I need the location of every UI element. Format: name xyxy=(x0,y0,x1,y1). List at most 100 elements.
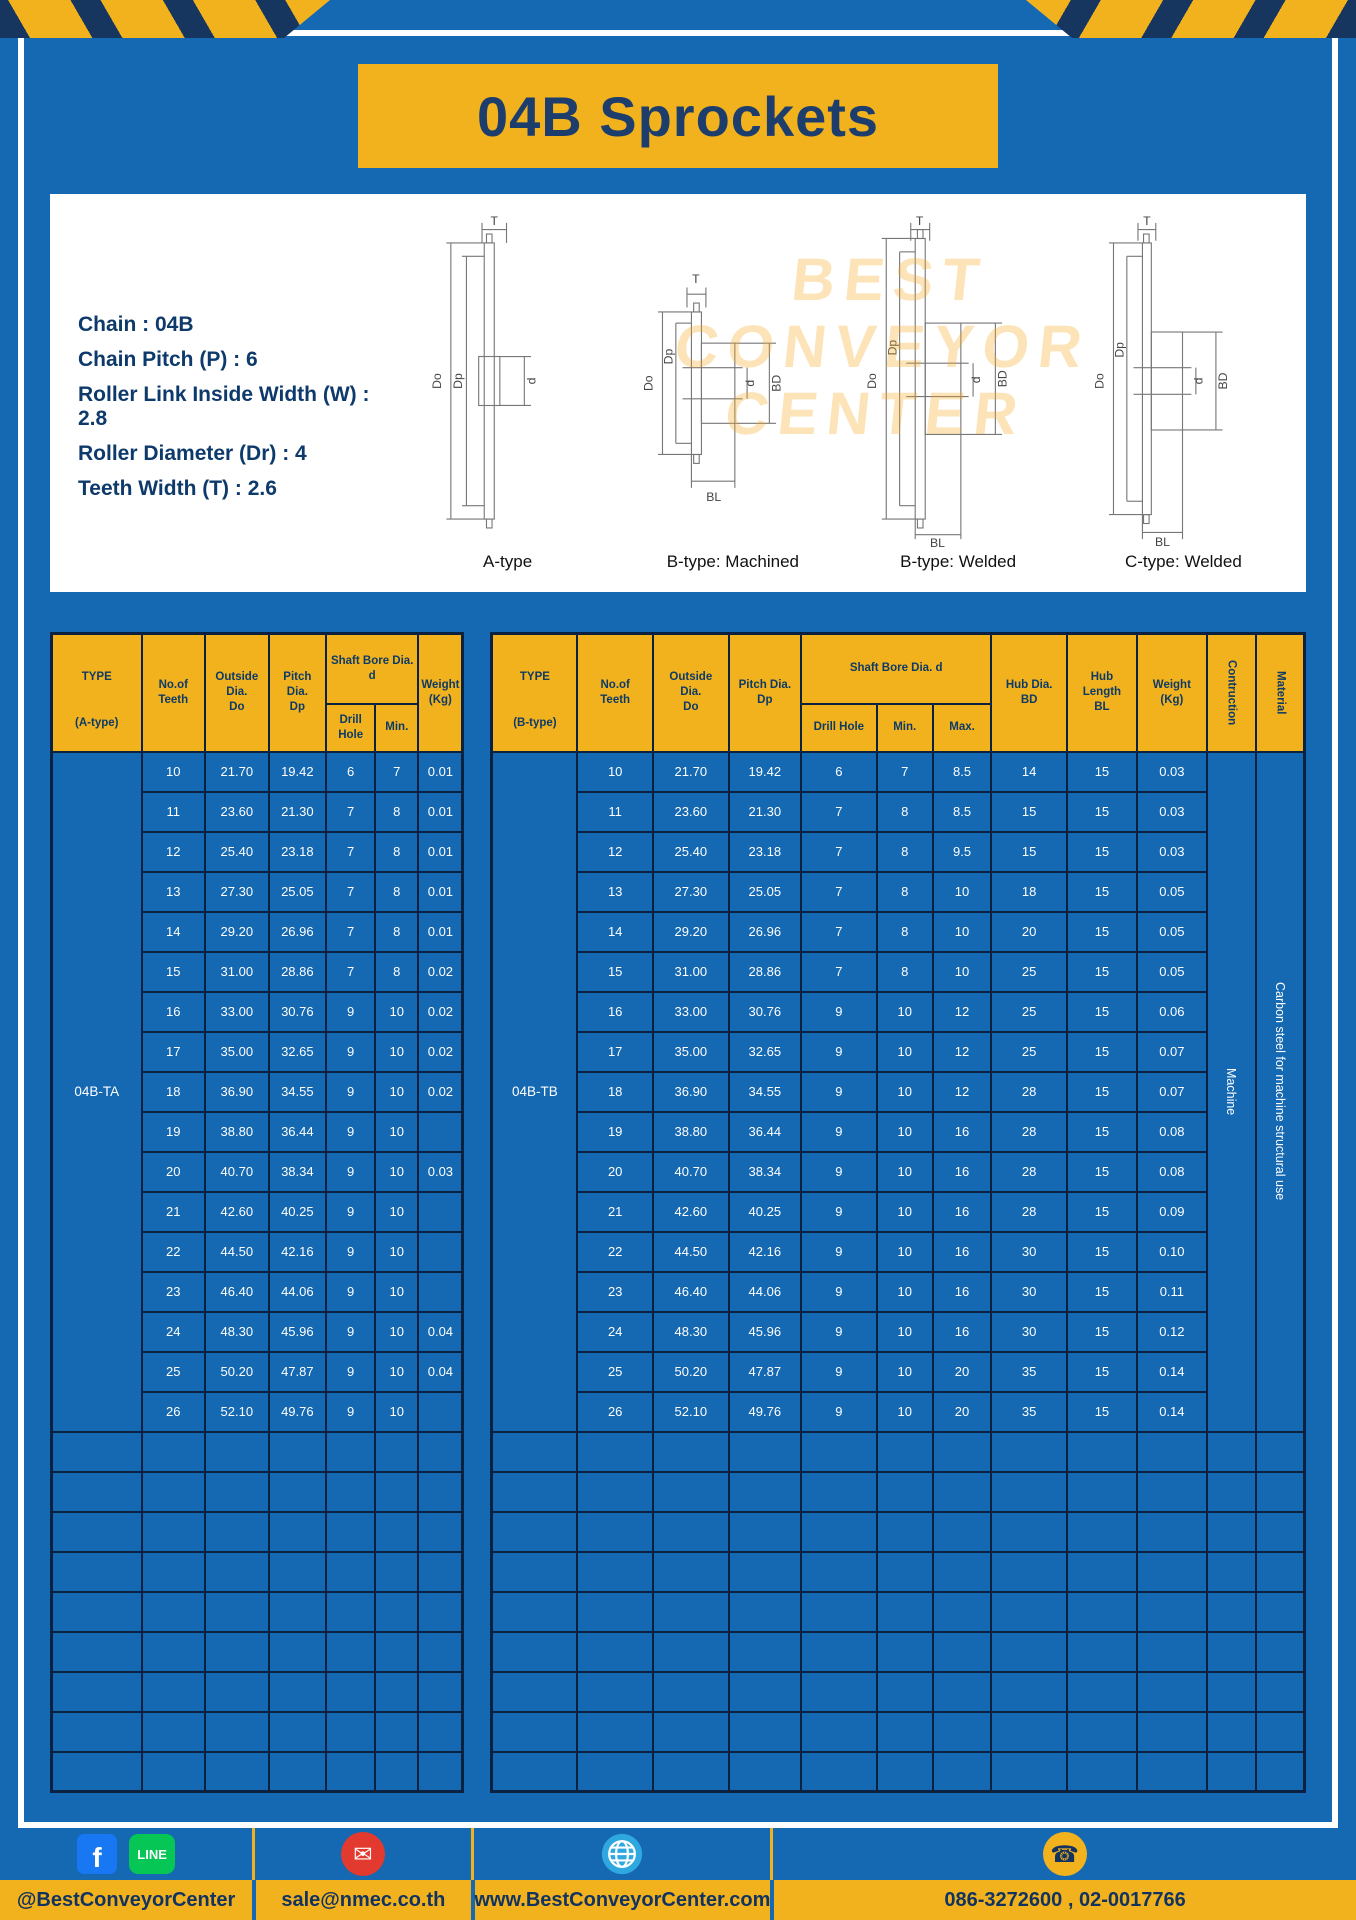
table-cell: 44.50 xyxy=(204,1230,270,1273)
empty-cell xyxy=(50,1710,143,1753)
table-cell: 21.30 xyxy=(727,790,803,833)
empty-row xyxy=(490,1630,1306,1673)
table-cell: 15 xyxy=(1065,1070,1138,1113)
table-cell: 0.03 xyxy=(1135,830,1208,873)
empty-cell xyxy=(1065,1510,1138,1553)
table-cell: 10 xyxy=(374,1350,420,1393)
data-row: 21 42.60 40.25 9 10 xyxy=(52,1190,464,1233)
table-cell: 12 xyxy=(931,990,993,1033)
table-cell: 0.11 xyxy=(1135,1270,1208,1313)
table-cell: 10 xyxy=(374,1230,420,1273)
table-cell: 35 xyxy=(990,1350,1068,1393)
empty-cell xyxy=(490,1470,579,1513)
table-cell: 10 xyxy=(374,990,420,1033)
col-teeth: No.of Teeth xyxy=(576,632,654,753)
table-cell: 20 xyxy=(990,910,1068,953)
table-cell: 0.02 xyxy=(417,1030,464,1073)
table-cell: 17 xyxy=(576,1030,654,1073)
table-cell: 7 xyxy=(800,950,878,993)
data-row: 25 50.20 47.87 9 10 20 35 15 0.14 xyxy=(492,1350,1305,1393)
empty-cell xyxy=(267,1630,328,1673)
table-cell: 8 xyxy=(374,910,420,953)
empty-cell xyxy=(800,1470,878,1513)
empty-row xyxy=(50,1470,464,1513)
table-cell: 9 xyxy=(325,1070,377,1113)
footer-website: www.BestConveyorCenter.com xyxy=(470,1880,770,1920)
type-sublabel: (A-type) xyxy=(75,716,119,729)
table-cell: 10 xyxy=(576,750,654,793)
data-row: 17 35.00 32.65 9 10 0.02 xyxy=(52,1030,464,1073)
table-cell: 0.05 xyxy=(1135,870,1208,913)
table-cell: 35.00 xyxy=(204,1030,270,1073)
footer-email: sale@nmec.co.th xyxy=(252,1880,471,1920)
table-cell: 15 xyxy=(990,790,1068,833)
hazard-stripe-right xyxy=(1026,0,1356,38)
caption-c-type-welded: C-type: Welded xyxy=(1124,552,1242,571)
empty-row xyxy=(50,1550,464,1593)
table-cell: 10 xyxy=(374,1150,420,1193)
data-row: 14 29.20 26.96 7 8 0.01 xyxy=(52,910,464,953)
empty-cell xyxy=(875,1630,934,1673)
table-cell: 10 xyxy=(140,750,207,793)
data-row: 22 44.50 42.16 9 10 16 30 15 0.10 xyxy=(492,1230,1305,1273)
data-row: 24 48.30 45.96 9 10 0.04 xyxy=(52,1310,464,1353)
col-shaft-bore: Shaft Bore Dia. d xyxy=(325,632,420,705)
table-cell: 28.86 xyxy=(267,950,328,993)
empty-cell xyxy=(204,1430,270,1473)
col-pitch-dia: Pitch Dia. Dp xyxy=(727,632,803,753)
data-row: 16 33.00 30.76 9 10 12 25 15 0.06 xyxy=(492,990,1305,1033)
empty-cell xyxy=(576,1750,654,1793)
empty-cell xyxy=(1065,1590,1138,1633)
sprocket-table-b: TYPE (B-type) No.of Teeth Outside Dia. D… xyxy=(490,632,1306,1793)
empty-cell xyxy=(875,1510,934,1553)
empty-cell xyxy=(490,1430,579,1473)
empty-row xyxy=(490,1510,1306,1553)
table-cell: 25 xyxy=(140,1350,207,1393)
table-cell xyxy=(417,1230,464,1273)
col-contruction: Contruction xyxy=(1205,632,1257,753)
table-cell: 36.90 xyxy=(652,1070,730,1113)
data-row: 26 52.10 49.76 9 10 20 35 15 0.14 xyxy=(492,1390,1305,1433)
empty-cell xyxy=(490,1550,579,1593)
table-cell: 19.42 xyxy=(727,750,803,793)
table-cell: 9 xyxy=(800,1270,878,1313)
table-cell: 26 xyxy=(140,1390,207,1433)
empty-cell xyxy=(652,1430,730,1473)
table-cell: 19 xyxy=(576,1110,654,1153)
table-cell: 48.30 xyxy=(652,1310,730,1353)
empty-cell xyxy=(374,1550,420,1593)
dim-label-bl: BL xyxy=(929,536,944,548)
empty-row xyxy=(50,1510,464,1553)
table-cell: 23 xyxy=(576,1270,654,1313)
table-cell: 47.87 xyxy=(267,1350,328,1393)
table-cell: 46.40 xyxy=(204,1270,270,1313)
empty-cell xyxy=(931,1550,993,1593)
empty-cell xyxy=(204,1710,270,1753)
table-cell: 34.55 xyxy=(267,1070,328,1113)
table-cell: 7 xyxy=(800,870,878,913)
empty-cell xyxy=(1205,1670,1257,1713)
table-cell: 8 xyxy=(875,910,934,953)
table-cell: 16 xyxy=(931,1110,993,1153)
table-cell: 15 xyxy=(140,950,207,993)
table-cell: 0.08 xyxy=(1135,1150,1208,1193)
table-cell: 10 xyxy=(374,1390,420,1433)
table-cell: 10 xyxy=(931,910,993,953)
c-type-welded-drawing: T Do Dp d xyxy=(1092,214,1230,548)
empty-cell xyxy=(204,1630,270,1673)
empty-cell xyxy=(875,1430,934,1473)
table-cell xyxy=(417,1190,464,1233)
empty-cell xyxy=(417,1590,464,1633)
table-cell: 7 xyxy=(325,830,377,873)
table-cell: 9 xyxy=(800,1070,878,1113)
empty-cell xyxy=(50,1670,143,1713)
empty-cell xyxy=(652,1670,730,1713)
empty-row xyxy=(490,1470,1306,1513)
empty-cell xyxy=(727,1590,803,1633)
table-cell: 15 xyxy=(1065,1110,1138,1153)
table-cell: 42.60 xyxy=(204,1190,270,1233)
empty-cell xyxy=(1254,1750,1306,1793)
empty-cell xyxy=(267,1430,328,1473)
table-cell: 28.86 xyxy=(727,950,803,993)
table-cell: 9 xyxy=(325,1270,377,1313)
